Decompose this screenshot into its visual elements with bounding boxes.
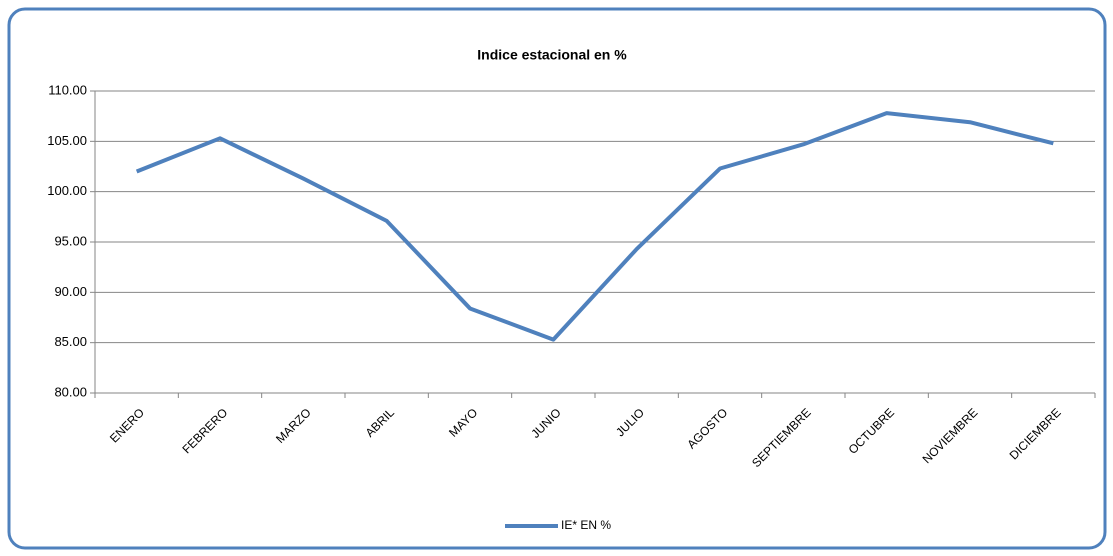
y-tick-label: 95.00 [54, 233, 87, 248]
y-tick-label: 105.00 [47, 133, 87, 148]
y-tick-label: 80.00 [54, 384, 87, 399]
y-tick-label: 90.00 [54, 284, 87, 299]
y-tick-label: 85.00 [54, 334, 87, 349]
legend-label: IE* EN % [561, 518, 611, 532]
chart-frame [7, 7, 1107, 550]
line [135, 111, 1054, 342]
chart-title: Indice estacional en % [477, 47, 627, 63]
y-tick-label: 100.00 [47, 183, 87, 198]
y-tick-label: 110.00 [48, 82, 87, 97]
